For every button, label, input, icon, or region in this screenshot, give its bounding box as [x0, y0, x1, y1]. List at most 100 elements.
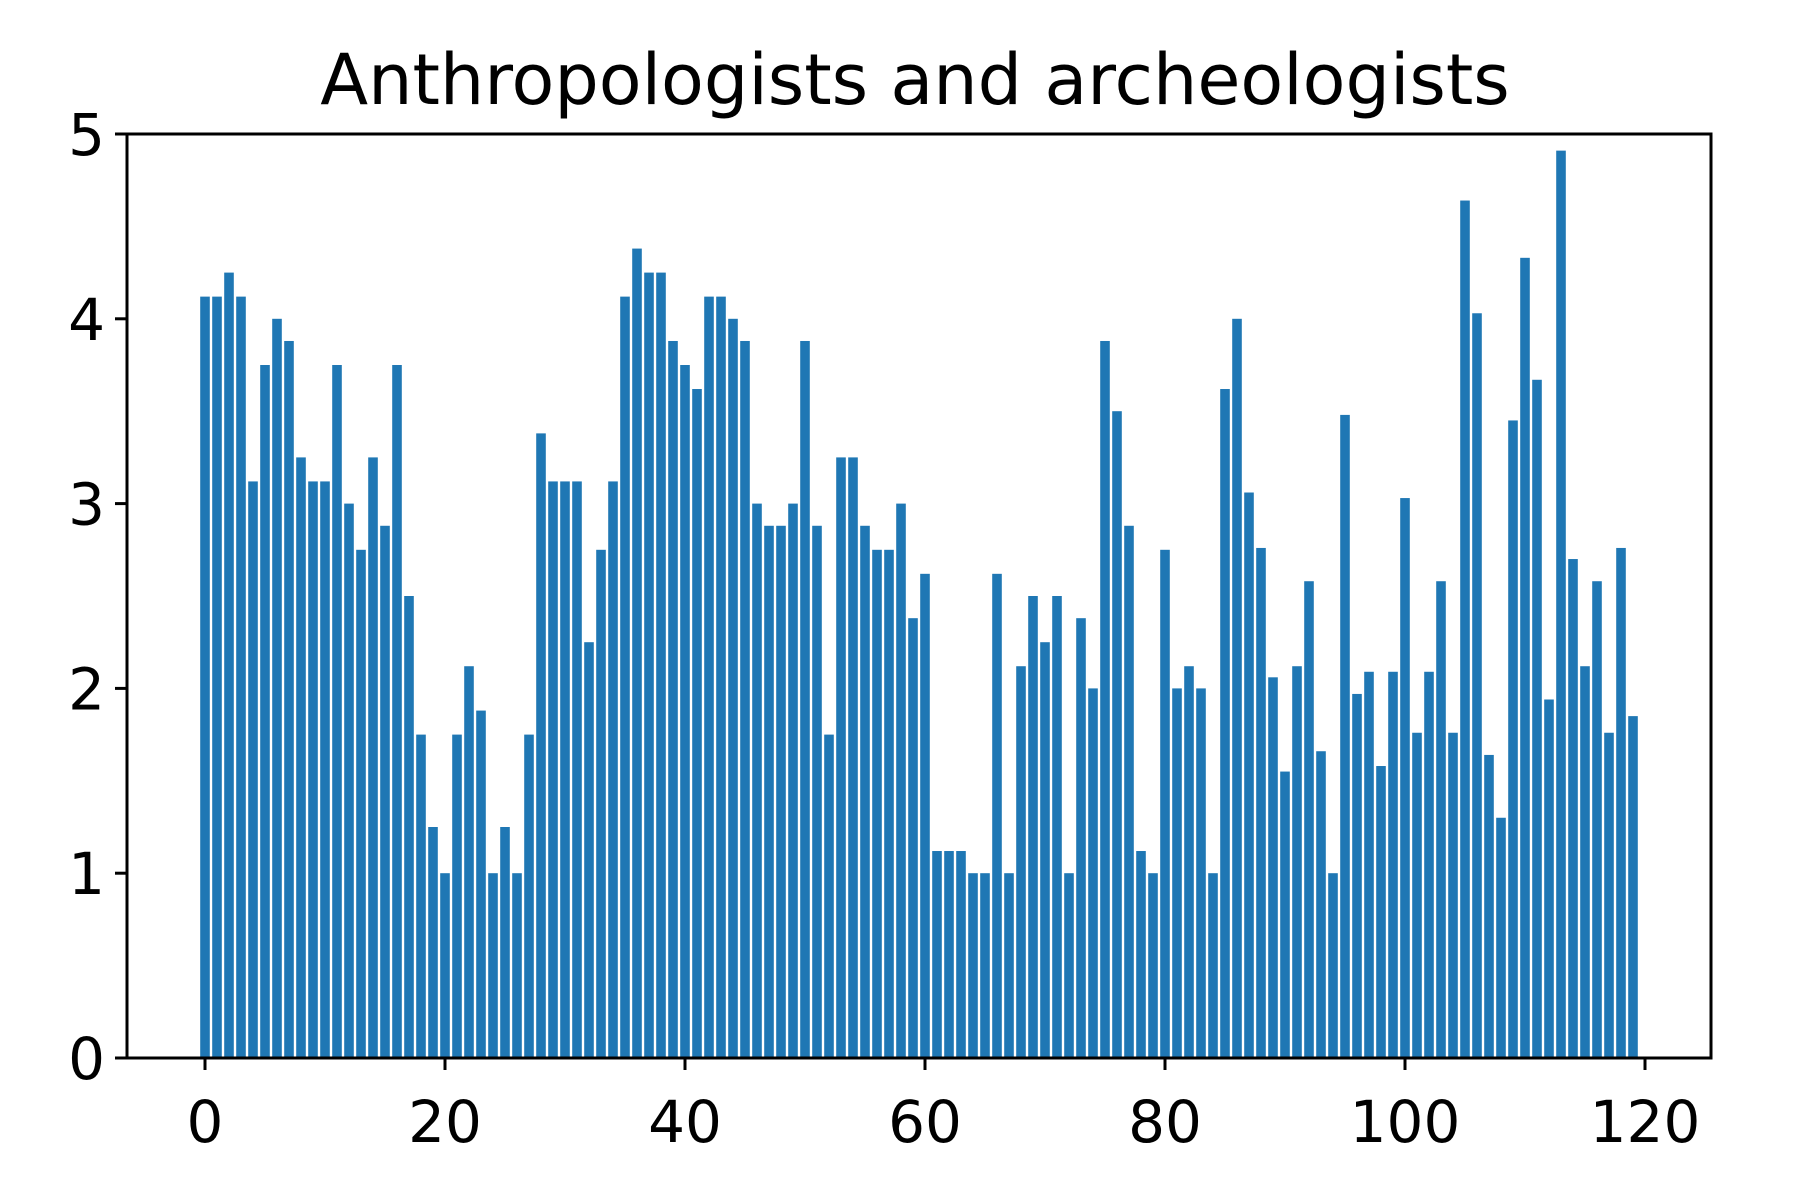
bar: [1100, 340, 1110, 1059]
bar: [1232, 318, 1242, 1058]
bar: [968, 873, 978, 1058]
bar: [932, 851, 942, 1058]
bar: [788, 503, 798, 1059]
bar: [1436, 581, 1446, 1058]
x-tick-label: 80: [1128, 1088, 1202, 1156]
bar: [1352, 693, 1362, 1058]
bar: [272, 318, 282, 1058]
bar: [716, 296, 726, 1058]
bar: [884, 549, 894, 1058]
bar: [296, 457, 306, 1058]
bar: [356, 549, 366, 1058]
bar: [1532, 379, 1542, 1058]
bar: [1148, 873, 1158, 1058]
bar: [608, 481, 618, 1058]
bars-group: [200, 150, 1638, 1059]
bar: [1604, 732, 1614, 1058]
axes-frame: [125, 132, 1713, 1060]
bar: [1376, 766, 1386, 1058]
bar: [1472, 313, 1482, 1058]
bar: [1448, 732, 1458, 1058]
bar: [1484, 754, 1494, 1058]
bar: [596, 549, 606, 1058]
bar: [452, 734, 462, 1058]
bar: [560, 481, 570, 1058]
bar: [1016, 666, 1026, 1058]
bar: [476, 710, 486, 1058]
bar: [572, 481, 582, 1058]
bar: [668, 340, 678, 1059]
bar: [1196, 688, 1206, 1058]
bar: [344, 503, 354, 1059]
bar: [860, 525, 870, 1058]
bar: [1592, 581, 1602, 1058]
bar: [1412, 732, 1422, 1058]
bar: [1160, 549, 1170, 1058]
y-tick-label: 2: [68, 655, 105, 723]
bar: [392, 365, 402, 1058]
bar: [320, 481, 330, 1058]
y-tick-label: 0: [68, 1025, 105, 1093]
bar: [704, 296, 714, 1058]
bar: [1208, 873, 1218, 1058]
bar: [1628, 716, 1638, 1058]
bar: [416, 734, 426, 1058]
y-tick-label: 5: [68, 101, 105, 169]
bar: [848, 457, 858, 1058]
x-tick-label: 120: [1590, 1088, 1701, 1156]
bar: [1268, 677, 1278, 1058]
bar: [548, 481, 558, 1058]
bar: [1244, 492, 1254, 1058]
bar: [440, 873, 450, 1058]
bar: [380, 525, 390, 1058]
bar: [1076, 618, 1086, 1058]
bar: [980, 873, 990, 1058]
bar: [524, 734, 534, 1058]
bar: [812, 525, 822, 1058]
y-tick-label: 1: [68, 840, 105, 908]
bar: [536, 433, 546, 1058]
y-axis: 0 1 2 3 4 5: [68, 101, 127, 1093]
bar: [584, 642, 594, 1058]
bar: [1040, 642, 1050, 1058]
bar: [1496, 817, 1506, 1058]
bar: [620, 296, 630, 1058]
bar: [1340, 414, 1350, 1058]
bar: [1028, 596, 1038, 1058]
bar: [1172, 688, 1182, 1058]
bar: [1280, 771, 1290, 1058]
x-axis: 0 20 40 60 80 100 120: [187, 1058, 1701, 1156]
bar: [500, 827, 510, 1058]
x-tick-label: 0: [187, 1088, 224, 1156]
bar: [680, 365, 690, 1058]
bar: [1424, 671, 1434, 1058]
bar: [428, 827, 438, 1058]
bar: [1316, 751, 1326, 1058]
bar: [644, 272, 654, 1059]
bar: [212, 296, 222, 1058]
bar: [1460, 200, 1470, 1058]
bar: [656, 272, 666, 1059]
bar: [284, 340, 294, 1059]
bar: [1184, 666, 1194, 1058]
bar: [992, 573, 1002, 1058]
bar: [752, 503, 762, 1059]
bar: [1220, 389, 1230, 1058]
bar: [836, 457, 846, 1058]
bar: [872, 549, 882, 1058]
y-tick-label: 4: [68, 286, 105, 354]
bar: [920, 573, 930, 1058]
chart-title: Anthropologists and archeologists: [320, 39, 1510, 121]
bar: [1004, 873, 1014, 1058]
bar: [248, 481, 258, 1058]
bar: [1112, 411, 1122, 1058]
bar: [1292, 666, 1302, 1058]
bar: [956, 851, 966, 1058]
bar: [224, 272, 234, 1059]
bar: [1400, 498, 1410, 1058]
x-tick-label: 60: [888, 1088, 962, 1156]
bar: [740, 340, 750, 1059]
bar: [332, 365, 342, 1058]
